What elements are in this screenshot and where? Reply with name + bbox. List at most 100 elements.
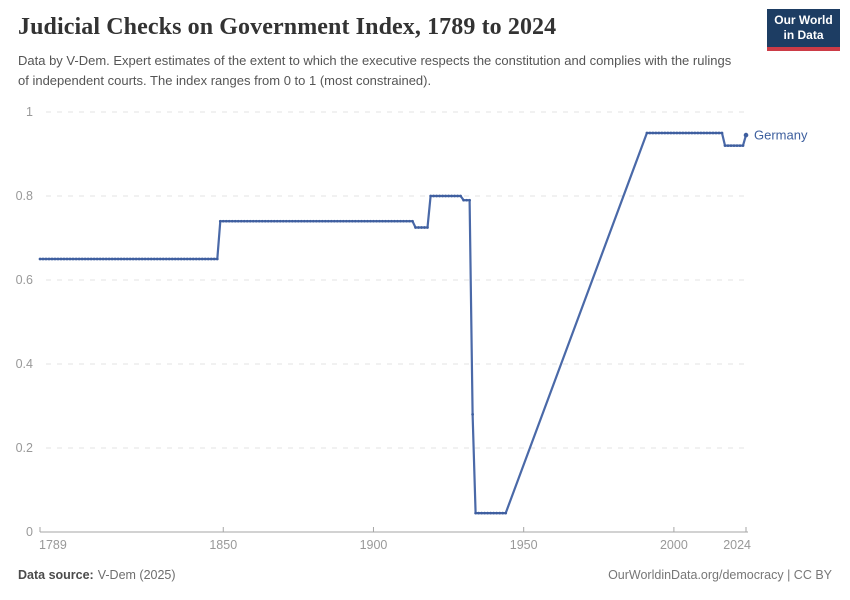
data-point-marker [38, 257, 42, 261]
data-point-marker [95, 257, 99, 261]
data-point-marker [720, 131, 724, 135]
data-point-marker [104, 257, 108, 261]
data-point-marker [399, 219, 402, 223]
data-point-marker [185, 257, 189, 261]
data-point-marker [342, 219, 345, 223]
owid-logo[interactable]: Our World in Data [767, 9, 840, 51]
data-point-marker [263, 219, 267, 223]
data-point-marker [735, 144, 739, 147]
data-point-marker [173, 257, 177, 261]
data-point-marker [444, 194, 447, 198]
data-point-marker [131, 257, 135, 261]
data-point-marker [396, 219, 399, 223]
data-point-marker [366, 219, 369, 223]
data-point-marker [501, 511, 505, 515]
data-point-marker [281, 219, 285, 223]
data-point-marker [284, 219, 288, 223]
data-point-marker [53, 257, 57, 261]
data-point-marker [360, 219, 363, 223]
data-point-marker [684, 131, 688, 135]
data-point-marker [648, 131, 652, 135]
data-point-marker [492, 511, 495, 515]
data-point-marker [188, 257, 192, 261]
x-tick-label: 1900 [360, 538, 388, 552]
data-point-marker [453, 194, 456, 198]
data-source-value: V-Dem (2025) [97, 568, 176, 582]
data-point-marker [203, 257, 207, 261]
data-point-marker [194, 257, 198, 261]
y-tick-label: 0.2 [16, 441, 33, 455]
data-point-marker [227, 219, 231, 223]
data-point-marker [176, 257, 180, 261]
data-point-marker [318, 219, 321, 223]
data-point-marker [696, 131, 700, 135]
entity-label[interactable]: Germany [754, 128, 808, 143]
data-point-marker [357, 219, 360, 223]
data-point-marker [663, 131, 667, 135]
data-point-marker [303, 219, 306, 223]
data-point-marker [98, 257, 102, 261]
data-point-marker [224, 219, 228, 223]
data-point-marker [339, 219, 342, 223]
data-point-marker [699, 131, 703, 135]
data-point-marker [321, 219, 324, 223]
data-point-marker [669, 131, 673, 135]
y-tick-label: 0.4 [16, 357, 33, 371]
x-tick-label: 2024 [723, 538, 751, 552]
data-point-marker [717, 131, 721, 135]
data-point-marker [251, 219, 255, 223]
data-point-marker [86, 257, 90, 261]
data-point-marker [468, 198, 471, 202]
data-point-marker [101, 257, 105, 261]
chart-footer: Data source: V-Dem (2025) OurWorldinData.… [18, 568, 832, 582]
data-point-marker [179, 257, 183, 261]
data-point-marker [113, 257, 117, 261]
data-point-marker [134, 257, 138, 261]
data-point-marker [77, 257, 81, 261]
credit-link[interactable]: OurWorldinData.org/democracy | CC BY [608, 568, 832, 582]
germany-series-line[interactable] [38, 131, 748, 515]
data-point-marker [435, 194, 438, 198]
data-point-marker [155, 257, 159, 261]
data-point-marker [690, 131, 694, 135]
data-point-marker [80, 257, 84, 261]
data-point-marker [212, 257, 216, 261]
data-point-marker [206, 257, 210, 261]
chart-subtitle: Data by V-Dem. Expert estimates of the e… [18, 53, 732, 88]
data-point-marker [417, 226, 420, 229]
data-point-marker [161, 257, 165, 261]
data-point-marker [714, 131, 718, 135]
data-point-marker [170, 257, 174, 261]
data-point-marker [221, 219, 225, 223]
data-point-marker [738, 144, 742, 147]
data-point-marker [89, 257, 93, 261]
data-source-label: Data source: [18, 568, 94, 582]
data-point-marker [119, 257, 123, 261]
data-point-marker [294, 219, 297, 223]
data-point-marker [654, 131, 658, 135]
data-point-marker [489, 511, 492, 515]
data-point-marker [651, 131, 655, 135]
data-point-marker [369, 219, 372, 223]
data-point-marker [260, 219, 264, 223]
x-tick-label: 1789 [39, 538, 67, 552]
data-point-marker [405, 219, 408, 223]
page-title: Judicial Checks on Government Index, 178… [18, 14, 557, 40]
data-point-marker [164, 257, 168, 261]
data-point-marker [402, 219, 405, 223]
data-point-marker [257, 219, 261, 223]
data-point-marker [242, 219, 246, 223]
data-point-marker [140, 257, 144, 261]
data-point-marker [197, 257, 201, 261]
data-point-marker [146, 257, 150, 261]
data-point-marker [149, 257, 153, 261]
data-point-marker [693, 131, 697, 135]
data-point-marker [300, 219, 303, 223]
data-point-marker [441, 194, 444, 198]
data-point-marker [354, 219, 357, 223]
data-point-marker [209, 257, 213, 261]
data-point-marker [92, 257, 96, 261]
data-point-marker [269, 219, 273, 223]
data-point-marker [128, 257, 132, 261]
